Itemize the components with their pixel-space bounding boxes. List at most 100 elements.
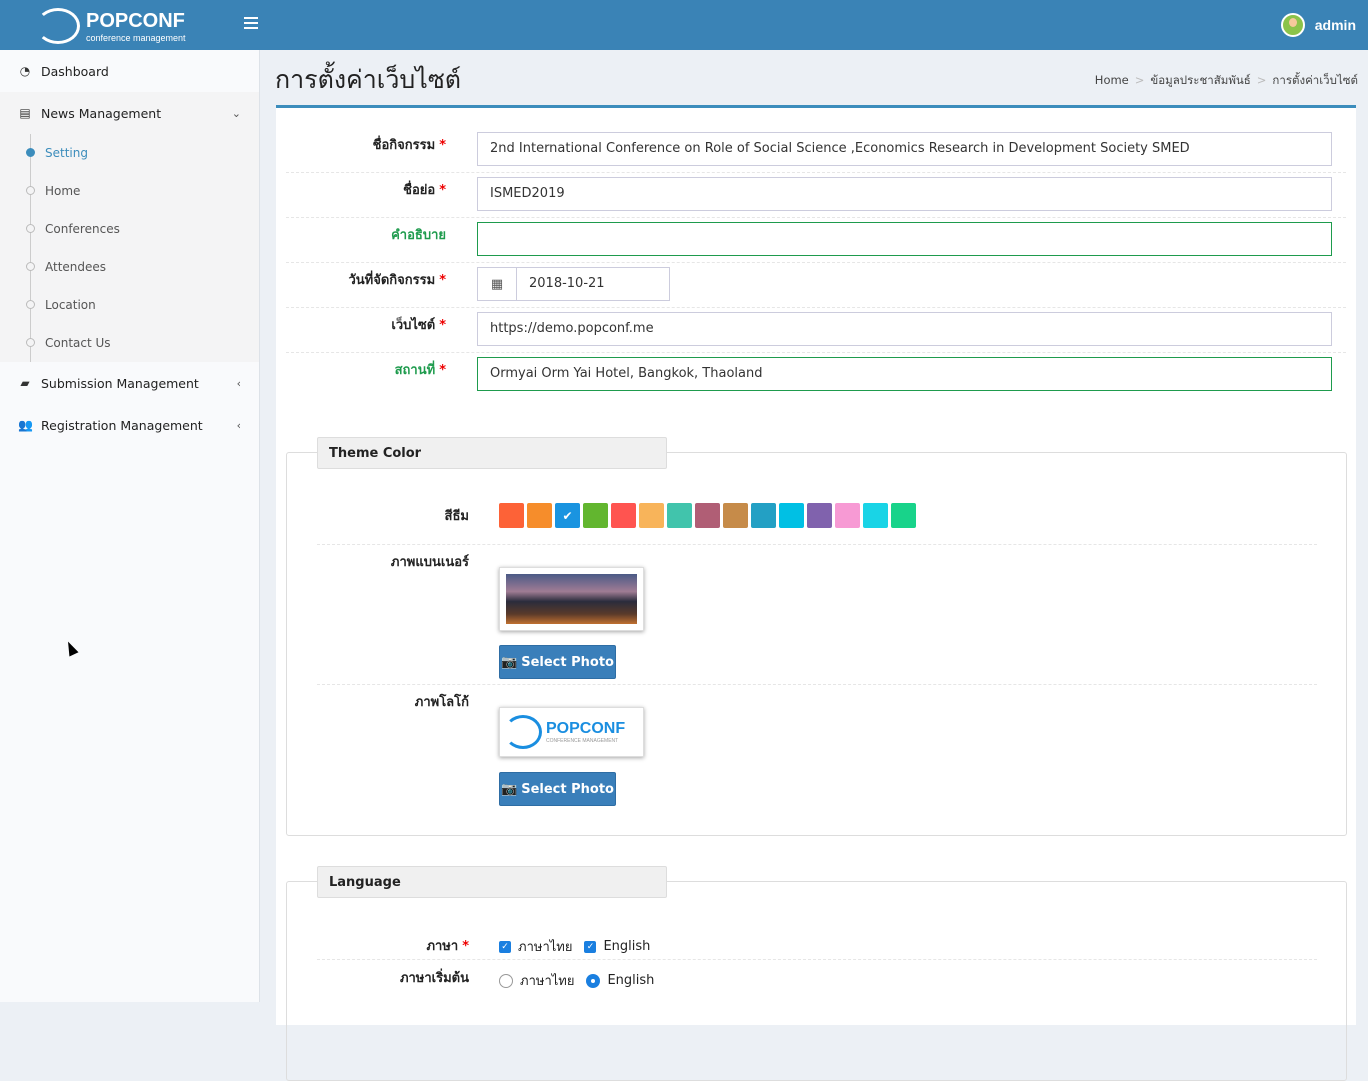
language-label: ภาษา * <box>426 939 469 954</box>
globe-logo-icon <box>504 715 542 749</box>
event-name-input[interactable]: 2nd International Conference on Role of … <box>477 132 1332 166</box>
date-label: วันที่จัดกิจกรรม * <box>348 273 446 288</box>
theme-color-section: Theme Color สีธีม ✔ ภาพแบนเนอร์ 📷 Select … <box>286 437 1347 836</box>
select-logo-photo-button[interactable]: 📷 Select Photo <box>499 772 616 806</box>
radio-checked-icon <box>586 973 601 988</box>
user-name: admin <box>1314 17 1356 33</box>
breadcrumb-home[interactable]: Home <box>1094 73 1129 87</box>
sidebar-item-dashboard[interactable]: ◔ Dashboard <box>0 50 259 92</box>
globe-logo-icon <box>36 8 80 44</box>
date-row: วันที่จัดกิจกรรม * ▦ 2018-10-21 <box>286 263 1346 308</box>
camera-icon: 📷 <box>501 654 518 670</box>
color-swatch[interactable] <box>835 503 860 528</box>
color-swatch[interactable] <box>611 503 636 528</box>
sidebar-item-submission-management[interactable]: ▰ Submission Management ‹ <box>0 362 259 404</box>
brand-name: POPCONF <box>86 9 185 32</box>
newspaper-icon: ▤ <box>19 106 31 120</box>
color-swatch[interactable] <box>583 503 608 528</box>
checkbox-checked-icon: ✓ <box>499 940 511 953</box>
breadcrumb-news[interactable]: ข้อมูลประชาสัมพันธ์ <box>1150 73 1251 87</box>
sidebar-item-label: Registration Management <box>41 417 203 433</box>
sidebar-subitem-contact-us[interactable]: Contact Us <box>0 324 259 362</box>
color-swatch[interactable] <box>723 503 748 528</box>
default-thai-radio[interactable]: ภาษาไทย <box>499 970 574 991</box>
user-menu[interactable]: admin <box>1280 13 1356 37</box>
sidebar-item-registration-management[interactable]: 👥 Registration Management ‹ <box>0 404 259 446</box>
default-language-label: ภาษาเริ่มต้น <box>399 971 469 986</box>
sidebar-subitem-conferences[interactable]: Conferences <box>0 210 259 248</box>
color-swatch[interactable] <box>639 503 664 528</box>
location-label: สถานที่ * <box>394 363 446 378</box>
description-row: คำอธิบาย <box>286 218 1346 263</box>
banner-image <box>506 574 637 624</box>
default-language-row: ภาษาเริ่มต้น ภาษาไทย English <box>317 960 1317 994</box>
chevron-left-icon: ‹ <box>236 376 241 390</box>
date-input-group[interactable]: ▦ 2018-10-21 <box>477 267 670 301</box>
website-input[interactable]: https://demo.popconf.me <box>477 312 1332 346</box>
color-swatch[interactable] <box>499 503 524 528</box>
select-banner-photo-button[interactable]: 📷 Select Photo <box>499 645 616 679</box>
color-swatch[interactable] <box>667 503 692 528</box>
default-english-radio[interactable]: English <box>586 970 654 991</box>
language-row: ภาษา * ✓ ภาษาไทย ✓ English <box>317 932 1317 960</box>
sidebar-subitem-home[interactable]: Home <box>0 172 259 210</box>
calendar-icon[interactable]: ▦ <box>478 268 517 300</box>
chevron-down-icon: ⌄ <box>231 106 241 120</box>
checkbox-checked-icon: ✓ <box>584 940 597 953</box>
color-swatch[interactable] <box>891 503 916 528</box>
location-input[interactable]: Ormyai Orm Yai Hotel, Bangkok, Thaoland <box>477 357 1332 391</box>
sidebar-item-label: Dashboard <box>41 63 109 79</box>
date-input[interactable]: 2018-10-21 <box>529 276 605 291</box>
menu-toggle-icon[interactable] <box>244 17 258 29</box>
language-english-checkbox[interactable]: ✓ English <box>584 936 650 957</box>
settings-form: ชื่อกิจกรรม * 2nd International Conference… <box>276 105 1356 1081</box>
event-name-label: ชื่อกิจกรรม * <box>372 138 446 153</box>
color-swatches: ✔ <box>499 503 916 528</box>
theme-color-legend: Theme Color <box>317 437 667 469</box>
color-swatch[interactable] <box>751 503 776 528</box>
color-swatch[interactable] <box>779 503 804 528</box>
logo-label: ภาพโลโก้ <box>414 695 469 710</box>
sidebar-item-news-management[interactable]: ▤ News Management ⌄ <box>0 92 259 134</box>
dashboard-icon: ◔ <box>19 64 31 78</box>
theme-color-row: สีธีม ✔ <box>317 503 1317 545</box>
breadcrumb: Home > ข้อมูลประชาสัมพันธ์ > การตั้งค่าเว็บไ… <box>1094 73 1358 87</box>
banner-thumbnail <box>499 567 644 631</box>
sidebar-subitem-attendees[interactable]: Attendees <box>0 248 259 286</box>
website-label: เว็บไซต์ * <box>391 318 446 333</box>
sidebar-subitem-setting[interactable]: Setting <box>0 134 259 172</box>
color-swatch[interactable] <box>863 503 888 528</box>
color-swatch[interactable] <box>695 503 720 528</box>
short-name-label: ชื่อย่อ * <box>403 183 446 198</box>
short-name-row: ชื่อย่อ * ISMED2019 <box>286 173 1346 218</box>
location-row: สถานที่ * Ormyai Orm Yai Hotel, Bangkok, T… <box>286 353 1346 398</box>
website-row: เว็บไซต์ * https://demo.popconf.me <box>286 308 1346 353</box>
users-icon: 👥 <box>18 418 33 432</box>
camera-icon: 📷 <box>501 781 518 797</box>
banner-label: ภาพแบนเนอร์ <box>390 555 469 570</box>
short-name-input[interactable]: ISMED2019 <box>477 177 1332 211</box>
top-navbar: POPCONF conference management admin <box>0 0 1368 50</box>
color-swatch-selected[interactable]: ✔ <box>555 503 580 528</box>
logo-thumbnail: POPCONF CONFERENCE MANAGEMENT <box>499 707 644 757</box>
sidebar-subitem-location[interactable]: Location <box>0 286 259 324</box>
banner-row: ภาพแบนเนอร์ 📷 Select Photo <box>317 545 1317 685</box>
chevron-left-icon: ‹ <box>236 418 241 432</box>
logo-image-subtext: CONFERENCE MANAGEMENT <box>546 738 619 744</box>
breadcrumb-current: การตั้งค่าเว็บไซต์ <box>1272 73 1358 87</box>
theme-color-label: สีธีม <box>444 509 469 524</box>
sidebar-item-label: News Management <box>41 105 162 121</box>
avatar <box>1280 13 1305 37</box>
sidebar: ◔ Dashboard ▤ News Management ⌄ Setting Hom… <box>0 50 260 1002</box>
description-input[interactable] <box>477 222 1332 256</box>
color-swatch[interactable] <box>527 503 552 528</box>
logo[interactable]: POPCONF conference management <box>36 8 186 44</box>
logo-image-text: POPCONF <box>546 720 626 737</box>
color-swatch[interactable] <box>807 503 832 528</box>
page-title: การตั้งค่าเว็บไซต์ <box>275 65 462 94</box>
sidebar-item-label: Submission Management <box>41 375 199 391</box>
book-icon: ▰ <box>20 376 30 390</box>
event-name-row: ชื่อกิจกรรม * 2nd International Conference… <box>286 128 1346 173</box>
logo-row: ภาพโลโก้ POPCONF CONFERENCE MANAGEMENT 📷 S… <box>317 685 1317 815</box>
language-thai-checkbox[interactable]: ✓ ภาษาไทย <box>499 936 572 957</box>
